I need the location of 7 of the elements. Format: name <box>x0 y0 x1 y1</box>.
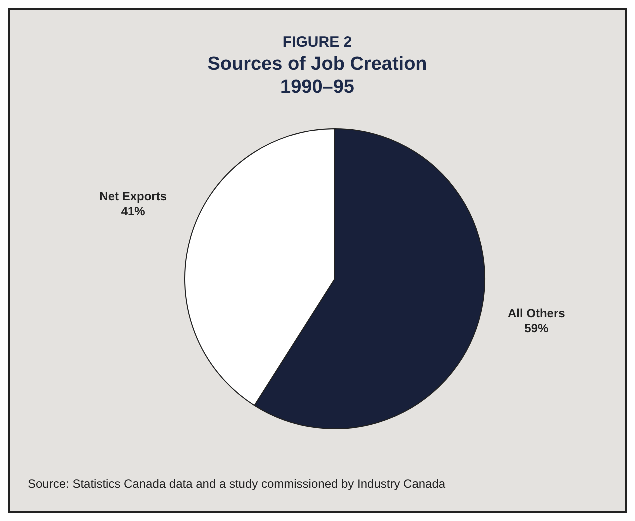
chart-title: FIGURE 2 <box>282 34 354 51</box>
source-note: Source: Statistics Canada data and a study commissioned by Industry Canada <box>28 477 446 491</box>
chart-subtitle: Sources of Job Creation 1990–95 <box>206 53 428 99</box>
data-label: 41% <box>121 204 146 218</box>
slice-label: All Others <box>508 306 566 321</box>
slice-label: Net Exports <box>100 189 168 204</box>
data-label: 59% <box>524 322 549 336</box>
